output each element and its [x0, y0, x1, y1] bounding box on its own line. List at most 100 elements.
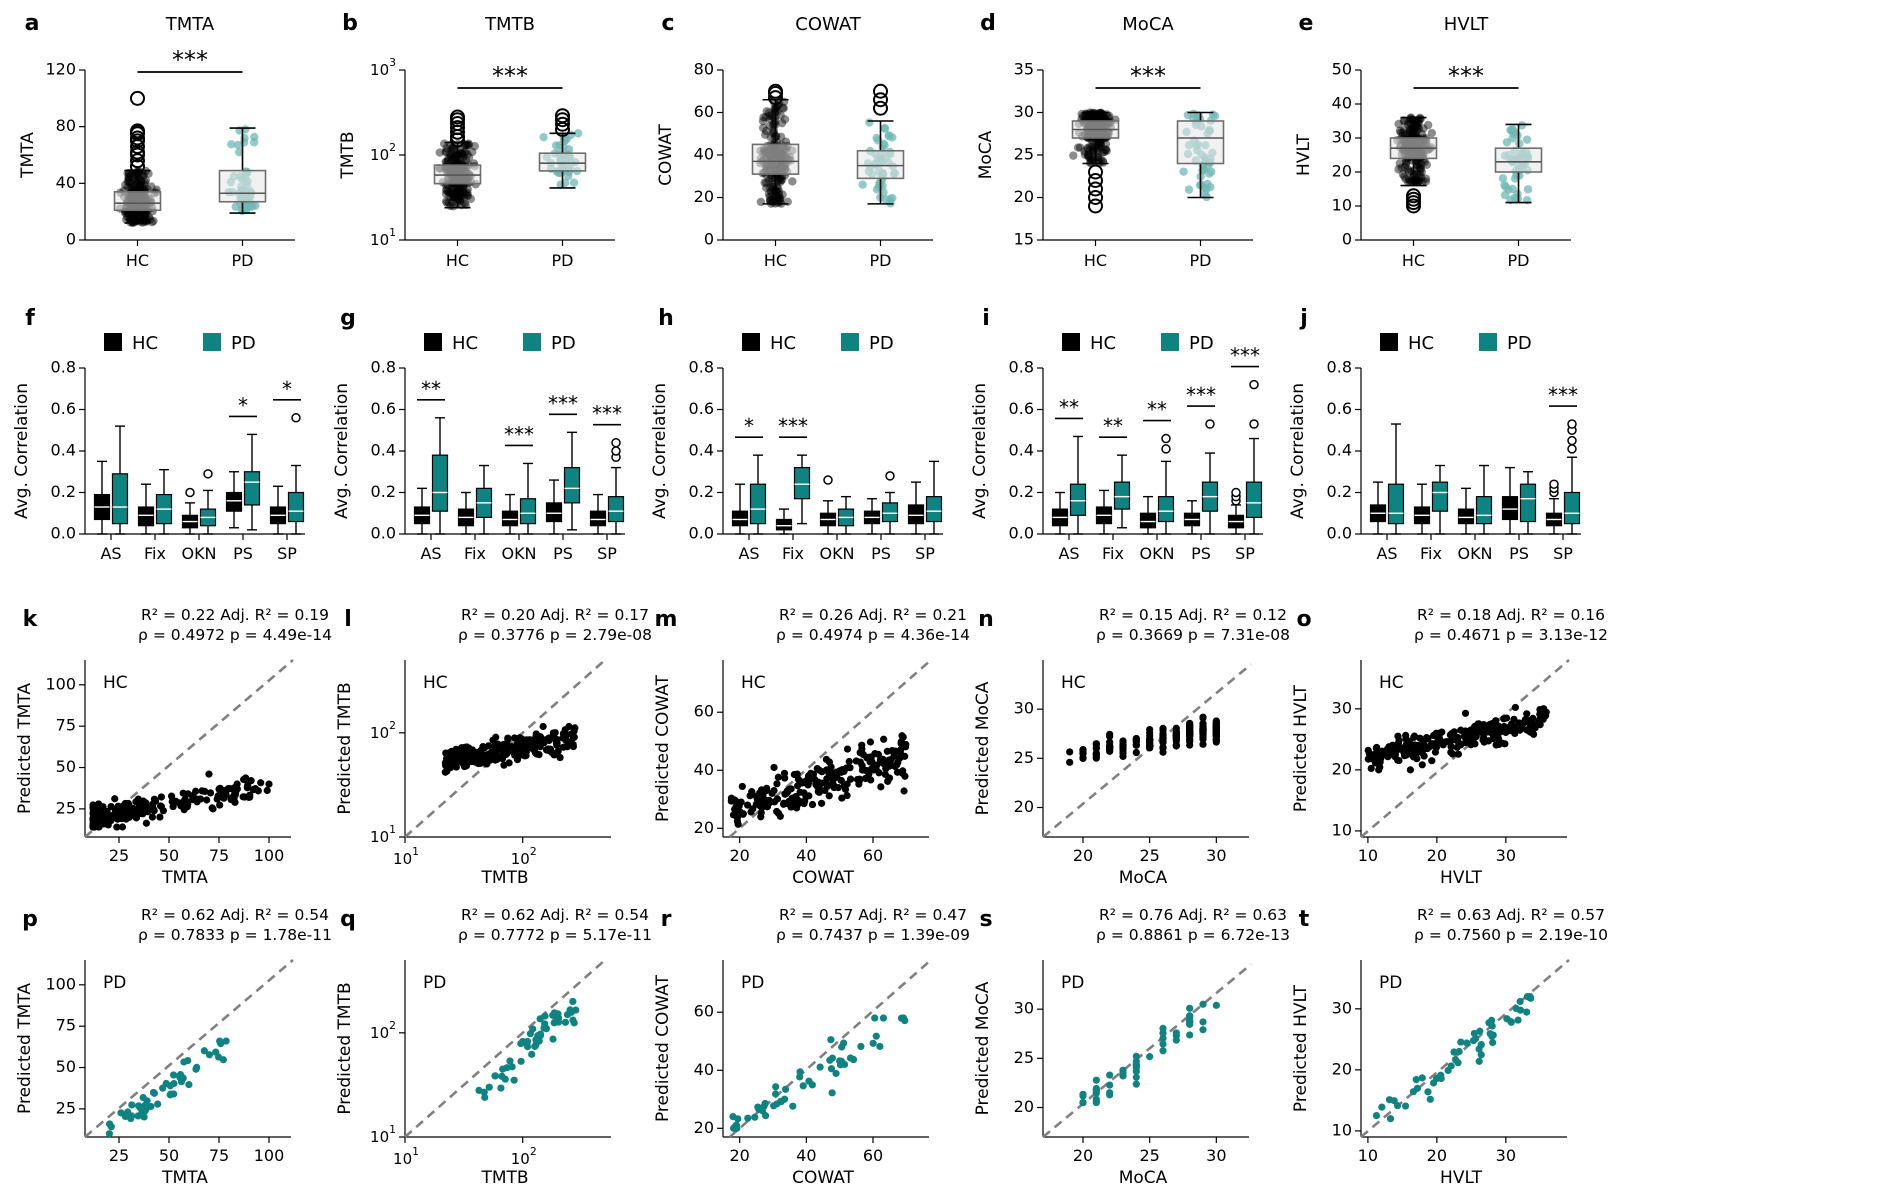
- x-tick-label: 100: [254, 846, 285, 865]
- x-tick-label: 40: [796, 846, 816, 865]
- outlier-point: [1406, 188, 1421, 204]
- y-tick-label: 0.2: [1009, 482, 1034, 501]
- data-point: [765, 121, 775, 130]
- y-tick-label: 0.2: [371, 482, 396, 501]
- stats-rho: ρ = 0.7560 p = 2.19e-10: [1414, 926, 1608, 944]
- data-point: [772, 187, 781, 196]
- data-point: [792, 804, 801, 812]
- data-point: [781, 774, 789, 782]
- data-point: [766, 114, 775, 123]
- panel-letter: j: [1299, 306, 1308, 331]
- data-point: [1412, 177, 1421, 187]
- data-point: [1432, 729, 1440, 737]
- data-point: [1199, 713, 1207, 721]
- panel-k: k R² = 0.22 Adj. R² = 0.19 ρ = 0.4972 p = …: [15, 606, 332, 888]
- data-point: [443, 754, 451, 762]
- data-point: [441, 148, 450, 157]
- y-tick-label: 30: [1332, 128, 1352, 147]
- y-tick-label: 0: [704, 230, 714, 249]
- x-tick-label: Fix: [1102, 544, 1124, 563]
- data-point: [781, 790, 789, 798]
- data-point: [532, 1036, 540, 1044]
- data-point: [149, 1088, 158, 1097]
- x-tick-label: Fix: [144, 544, 166, 563]
- y-tick-label: 0.6: [1327, 399, 1352, 418]
- data-point: [1413, 122, 1422, 132]
- y-axis-label: HVLT: [1294, 133, 1314, 176]
- data-point: [744, 1114, 752, 1122]
- data-point: [139, 170, 148, 180]
- data-point: [452, 189, 461, 198]
- box-hc: [545, 502, 563, 523]
- x-tick-label: 101: [393, 1145, 419, 1168]
- data-point: [1515, 139, 1524, 148]
- panel-f: f Avg. Correlation 0.0 0.2 0.4 0.6 0.8 HC PD AS Fi…: [12, 306, 305, 563]
- data-point: [1539, 706, 1547, 714]
- data-point: [871, 1014, 879, 1022]
- data-point: [1408, 177, 1417, 187]
- data-point: [180, 1058, 188, 1066]
- box-pd: [925, 496, 943, 523]
- x-tick-label: HC: [1402, 251, 1425, 270]
- legend: HC PD: [742, 333, 894, 354]
- panel-letter: m: [655, 607, 678, 632]
- data-point: [1106, 745, 1114, 753]
- y-tick-label: 0.4: [689, 441, 714, 460]
- data-point: [448, 188, 457, 198]
- panel-title: TMTB: [484, 14, 535, 35]
- data-point: [785, 785, 793, 793]
- y-tick-label: 0.4: [371, 441, 396, 460]
- legend-label-hc: HC: [770, 333, 796, 354]
- data-point: [141, 1101, 149, 1110]
- x-axis-label: TMTB: [480, 868, 528, 888]
- panel-a: a TMTA TMTA 0 40 80 120 HC PD ***: [18, 11, 295, 270]
- data-point: [1096, 155, 1106, 165]
- data-point: [448, 185, 457, 194]
- data-point: [1402, 157, 1411, 167]
- data-point: [876, 1042, 884, 1051]
- data-point: [1101, 139, 1111, 149]
- data-point: [1417, 167, 1427, 177]
- y-tick-label: 101: [370, 823, 396, 846]
- data-point: [140, 178, 150, 187]
- data-point: [900, 787, 908, 795]
- panel-letter: q: [340, 907, 356, 932]
- data-point: [185, 1080, 193, 1089]
- outlier-point: [1249, 379, 1259, 390]
- data-point: [1423, 734, 1431, 742]
- data-point: [758, 116, 768, 126]
- scatter-points: [729, 1014, 909, 1132]
- data-point: [1097, 109, 1106, 118]
- data-point: [1409, 743, 1418, 751]
- data-point: [542, 746, 551, 754]
- y-axis-label: TMTB: [338, 131, 358, 179]
- x-tick-label: PD: [1508, 251, 1530, 270]
- data-point: [824, 766, 832, 774]
- data-point: [885, 756, 893, 764]
- data-point: [1377, 755, 1385, 763]
- x-tick-label: PD: [870, 251, 892, 270]
- scatter-points: [475, 997, 580, 1101]
- x-tick-label: SP: [277, 544, 297, 563]
- data-point: [1132, 737, 1140, 745]
- data-point: [128, 213, 137, 223]
- x-tick-label: Fix: [1420, 544, 1442, 563]
- data-point: [442, 144, 451, 153]
- data-point: [103, 808, 111, 816]
- data-point: [1414, 172, 1424, 181]
- significance-stars: ***: [1130, 62, 1166, 90]
- data-point: [776, 177, 785, 187]
- data-point: [1495, 740, 1503, 749]
- outlier-point: [1567, 419, 1577, 429]
- data-point: [121, 215, 131, 224]
- data-point: [837, 768, 845, 776]
- data-point: [215, 785, 223, 793]
- data-point: [123, 209, 133, 219]
- data-point: [857, 1042, 865, 1051]
- data-point: [136, 215, 146, 224]
- data-point: [1066, 758, 1074, 766]
- stats-r2: R² = 0.20 Adj. R² = 0.17: [461, 606, 649, 624]
- data-point: [140, 210, 149, 220]
- data-point: [1450, 732, 1458, 740]
- data-point: [1523, 1008, 1531, 1016]
